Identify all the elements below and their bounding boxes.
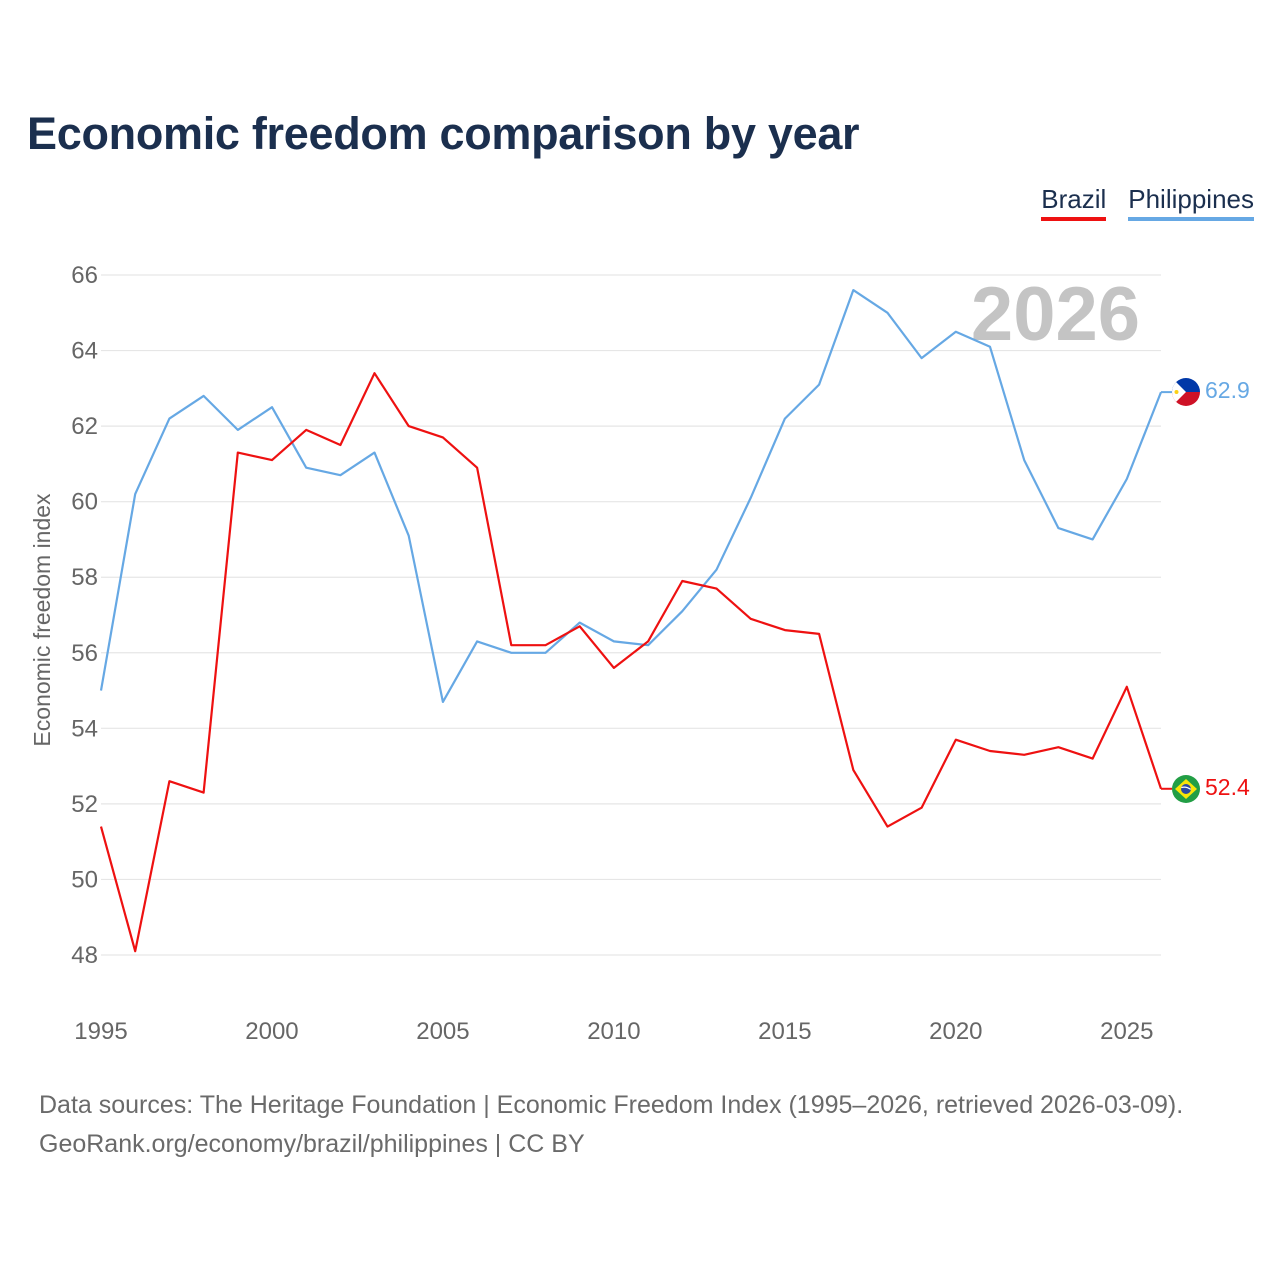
y-tick-label: 50: [71, 866, 98, 893]
legend-item-brazil[interactable]: Brazil: [1041, 184, 1107, 221]
brazil-flag-icon: [1172, 775, 1200, 803]
x-tick-label: 2025: [1100, 1018, 1153, 1045]
sources-line-2[interactable]: GeoRank.org/economy/brazil/philippines |…: [39, 1130, 585, 1158]
series-line-brazil[interactable]: [99, 372, 1163, 953]
sources: Data sources: The Heritage Foundation | …: [39, 1086, 1183, 1164]
philippines-flag-icon: [1172, 378, 1200, 406]
x-tick-label: 2020: [929, 1018, 982, 1045]
y-tick-label: 56: [71, 640, 98, 667]
y-tick-label: 62: [71, 413, 98, 440]
x-tick-label: 2000: [245, 1018, 298, 1045]
grid: [101, 274, 1161, 956]
y-tick-label: 58: [71, 564, 98, 591]
philippines-end-label: 62.9: [1205, 377, 1250, 403]
x-tick-label: 2005: [416, 1018, 469, 1045]
legend: Brazil Philippines: [1041, 184, 1254, 221]
x-tick-label: 1995: [74, 1018, 127, 1045]
y-tick-label: 54: [71, 715, 98, 742]
y-axis-label: Economic freedom index: [29, 493, 55, 747]
series-lines: [99, 289, 1172, 953]
y-axis-ticks: 48 50 52 54 56 58 60 62 64 66: [71, 262, 98, 969]
y-tick-label: 60: [71, 489, 98, 516]
y-tick-label: 64: [71, 338, 98, 365]
y-tick-label: 48: [71, 942, 98, 969]
y-tick-label: 52: [71, 791, 98, 818]
x-axis-ticks: 1995 2000 2005 2010 2015 2020 2025: [74, 1018, 1153, 1045]
y-tick-label: 66: [71, 262, 98, 289]
brazil-end-label: 52.4: [1205, 774, 1250, 800]
chart-title: Economic freedom comparison by year: [27, 108, 860, 159]
series-line-philippines[interactable]: [99, 289, 1163, 704]
legend-item-philippines[interactable]: Philippines: [1128, 184, 1254, 221]
sources-line-1: Data sources: The Heritage Foundation | …: [39, 1091, 1184, 1119]
x-tick-label: 2015: [758, 1018, 811, 1045]
year-watermark: 2026: [971, 272, 1140, 357]
x-tick-label: 2010: [587, 1018, 640, 1045]
